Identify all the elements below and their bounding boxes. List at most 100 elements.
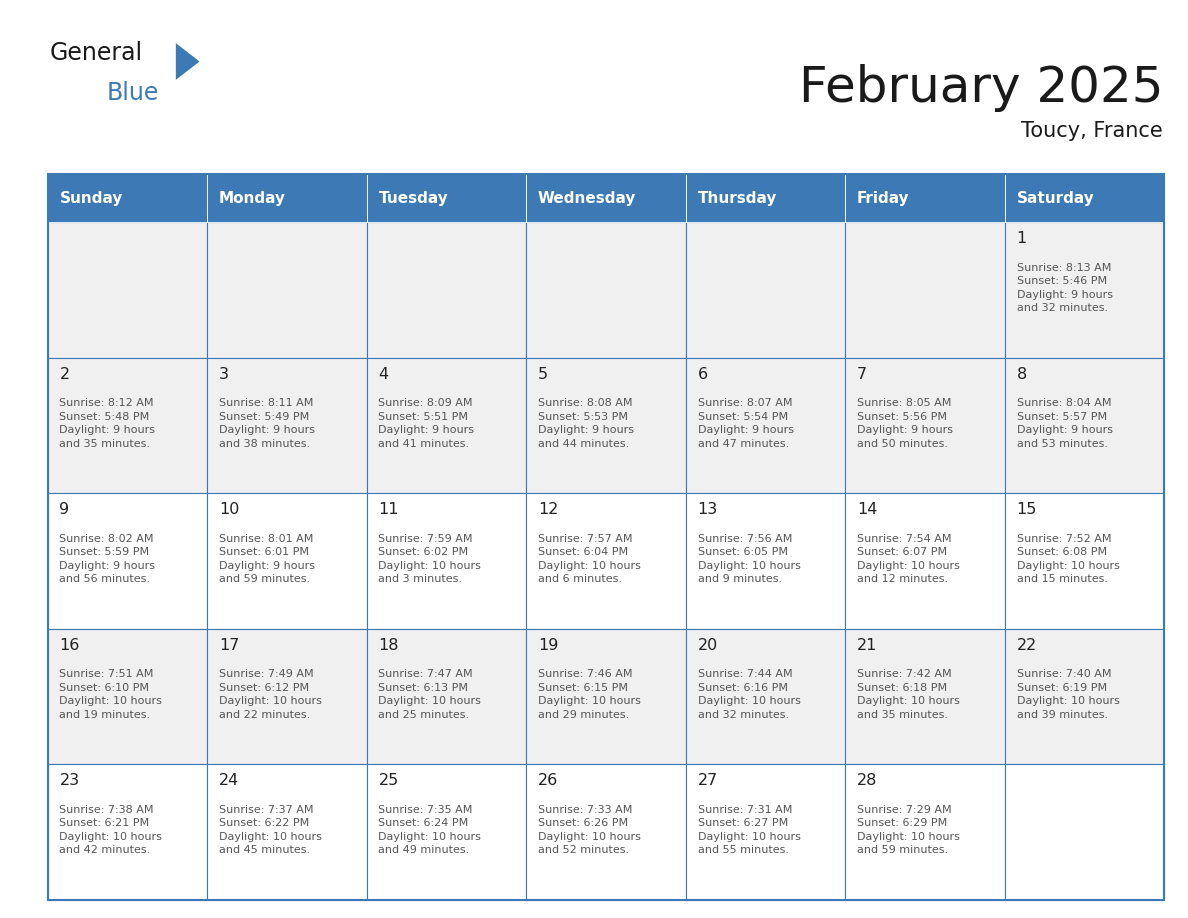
Bar [48, 174, 207, 222]
Text: 3: 3 [219, 367, 229, 382]
Text: Sunrise: 8:13 AM
Sunset: 5:46 PM
Daylight: 9 hours
and 32 minutes.: Sunrise: 8:13 AM Sunset: 5:46 PM Dayligh… [1017, 263, 1113, 313]
Bar [1005, 358, 1164, 493]
Text: February 2025: February 2025 [798, 64, 1163, 112]
Text: 1: 1 [1017, 231, 1026, 246]
Text: Sunrise: 7:33 AM
Sunset: 6:26 PM
Daylight: 10 hours
and 52 minutes.: Sunrise: 7:33 AM Sunset: 6:26 PM Dayligh… [538, 804, 640, 856]
Text: Sunrise: 7:29 AM
Sunset: 6:29 PM
Daylight: 10 hours
and 59 minutes.: Sunrise: 7:29 AM Sunset: 6:29 PM Dayligh… [857, 804, 960, 856]
Bar [367, 222, 526, 358]
Bar [367, 358, 526, 493]
Bar [367, 764, 526, 900]
Bar [845, 493, 1005, 629]
Text: Toucy, France: Toucy, France [1022, 121, 1163, 141]
Text: Sunrise: 7:59 AM
Sunset: 6:02 PM
Daylight: 10 hours
and 3 minutes.: Sunrise: 7:59 AM Sunset: 6:02 PM Dayligh… [379, 533, 481, 585]
Text: Sunrise: 8:12 AM
Sunset: 5:48 PM
Daylight: 9 hours
and 35 minutes.: Sunrise: 8:12 AM Sunset: 5:48 PM Dayligh… [59, 398, 156, 449]
Bar [845, 222, 1005, 358]
Text: Tuesday: Tuesday [379, 191, 448, 206]
Text: 25: 25 [379, 773, 399, 789]
Text: 12: 12 [538, 502, 558, 518]
Text: Sunrise: 8:05 AM
Sunset: 5:56 PM
Daylight: 9 hours
and 50 minutes.: Sunrise: 8:05 AM Sunset: 5:56 PM Dayligh… [857, 398, 953, 449]
Bar [845, 174, 1005, 222]
Text: Sunday: Sunday [59, 191, 122, 206]
Text: 11: 11 [379, 502, 399, 518]
Bar [48, 174, 1164, 900]
Text: Sunrise: 7:31 AM
Sunset: 6:27 PM
Daylight: 10 hours
and 55 minutes.: Sunrise: 7:31 AM Sunset: 6:27 PM Dayligh… [697, 804, 801, 856]
Bar [1005, 764, 1164, 900]
Text: Sunrise: 7:37 AM
Sunset: 6:22 PM
Daylight: 10 hours
and 45 minutes.: Sunrise: 7:37 AM Sunset: 6:22 PM Dayligh… [219, 804, 322, 856]
Bar [526, 629, 685, 764]
Text: 22: 22 [1017, 638, 1037, 653]
Bar [1005, 174, 1164, 222]
Text: 24: 24 [219, 773, 239, 789]
Bar [526, 174, 685, 222]
Text: 8: 8 [1017, 367, 1026, 382]
Text: 5: 5 [538, 367, 548, 382]
Bar [207, 629, 367, 764]
Text: Sunrise: 8:09 AM
Sunset: 5:51 PM
Daylight: 9 hours
and 41 minutes.: Sunrise: 8:09 AM Sunset: 5:51 PM Dayligh… [379, 398, 474, 449]
Bar [48, 222, 207, 358]
Text: 23: 23 [59, 773, 80, 789]
Bar [367, 174, 526, 222]
Text: 15: 15 [1017, 502, 1037, 518]
Bar [367, 629, 526, 764]
Bar [526, 493, 685, 629]
Bar [845, 629, 1005, 764]
Bar [367, 493, 526, 629]
Text: Sunrise: 8:04 AM
Sunset: 5:57 PM
Daylight: 9 hours
and 53 minutes.: Sunrise: 8:04 AM Sunset: 5:57 PM Dayligh… [1017, 398, 1113, 449]
Text: Blue: Blue [107, 81, 159, 105]
Text: 20: 20 [697, 638, 718, 653]
Bar [48, 629, 207, 764]
Bar [48, 358, 207, 493]
Bar [207, 358, 367, 493]
Text: 9: 9 [59, 502, 70, 518]
Bar [685, 174, 845, 222]
Bar [207, 174, 367, 222]
Text: Sunrise: 7:44 AM
Sunset: 6:16 PM
Daylight: 10 hours
and 32 minutes.: Sunrise: 7:44 AM Sunset: 6:16 PM Dayligh… [697, 669, 801, 720]
Text: Sunrise: 8:02 AM
Sunset: 5:59 PM
Daylight: 9 hours
and 56 minutes.: Sunrise: 8:02 AM Sunset: 5:59 PM Dayligh… [59, 533, 156, 585]
Text: 26: 26 [538, 773, 558, 789]
Text: 14: 14 [857, 502, 878, 518]
Text: Sunrise: 8:01 AM
Sunset: 6:01 PM
Daylight: 9 hours
and 59 minutes.: Sunrise: 8:01 AM Sunset: 6:01 PM Dayligh… [219, 533, 315, 585]
Text: Sunrise: 7:46 AM
Sunset: 6:15 PM
Daylight: 10 hours
and 29 minutes.: Sunrise: 7:46 AM Sunset: 6:15 PM Dayligh… [538, 669, 640, 720]
Bar [48, 764, 207, 900]
Text: Sunrise: 8:07 AM
Sunset: 5:54 PM
Daylight: 9 hours
and 47 minutes.: Sunrise: 8:07 AM Sunset: 5:54 PM Dayligh… [697, 398, 794, 449]
Bar [207, 764, 367, 900]
Text: Thursday: Thursday [697, 191, 777, 206]
Text: 19: 19 [538, 638, 558, 653]
Text: 27: 27 [697, 773, 718, 789]
Text: 17: 17 [219, 638, 239, 653]
Text: Wednesday: Wednesday [538, 191, 637, 206]
Text: 7: 7 [857, 367, 867, 382]
Text: Sunrise: 8:08 AM
Sunset: 5:53 PM
Daylight: 9 hours
and 44 minutes.: Sunrise: 8:08 AM Sunset: 5:53 PM Dayligh… [538, 398, 634, 449]
Bar [48, 493, 207, 629]
Text: Friday: Friday [857, 191, 910, 206]
Bar [1005, 222, 1164, 358]
Bar [526, 764, 685, 900]
Text: 16: 16 [59, 638, 80, 653]
Bar [685, 222, 845, 358]
Text: Sunrise: 7:42 AM
Sunset: 6:18 PM
Daylight: 10 hours
and 35 minutes.: Sunrise: 7:42 AM Sunset: 6:18 PM Dayligh… [857, 669, 960, 720]
Bar [207, 222, 367, 358]
Bar [845, 358, 1005, 493]
Text: 2: 2 [59, 367, 70, 382]
Text: General: General [50, 41, 143, 65]
Text: 21: 21 [857, 638, 878, 653]
Text: 4: 4 [379, 367, 388, 382]
Text: 18: 18 [379, 638, 399, 653]
Bar [207, 493, 367, 629]
Text: Sunrise: 8:11 AM
Sunset: 5:49 PM
Daylight: 9 hours
and 38 minutes.: Sunrise: 8:11 AM Sunset: 5:49 PM Dayligh… [219, 398, 315, 449]
Text: Sunrise: 7:57 AM
Sunset: 6:04 PM
Daylight: 10 hours
and 6 minutes.: Sunrise: 7:57 AM Sunset: 6:04 PM Dayligh… [538, 533, 640, 585]
Text: 10: 10 [219, 502, 239, 518]
Text: Sunrise: 7:47 AM
Sunset: 6:13 PM
Daylight: 10 hours
and 25 minutes.: Sunrise: 7:47 AM Sunset: 6:13 PM Dayligh… [379, 669, 481, 720]
Text: Sunrise: 7:54 AM
Sunset: 6:07 PM
Daylight: 10 hours
and 12 minutes.: Sunrise: 7:54 AM Sunset: 6:07 PM Dayligh… [857, 533, 960, 585]
Bar [685, 358, 845, 493]
Bar [526, 358, 685, 493]
Text: 28: 28 [857, 773, 878, 789]
Bar [685, 764, 845, 900]
Text: Sunrise: 7:35 AM
Sunset: 6:24 PM
Daylight: 10 hours
and 49 minutes.: Sunrise: 7:35 AM Sunset: 6:24 PM Dayligh… [379, 804, 481, 856]
Text: Sunrise: 7:40 AM
Sunset: 6:19 PM
Daylight: 10 hours
and 39 minutes.: Sunrise: 7:40 AM Sunset: 6:19 PM Dayligh… [1017, 669, 1119, 720]
Text: Sunrise: 7:38 AM
Sunset: 6:21 PM
Daylight: 10 hours
and 42 minutes.: Sunrise: 7:38 AM Sunset: 6:21 PM Dayligh… [59, 804, 163, 856]
Text: Saturday: Saturday [1017, 191, 1094, 206]
Text: Sunrise: 7:52 AM
Sunset: 6:08 PM
Daylight: 10 hours
and 15 minutes.: Sunrise: 7:52 AM Sunset: 6:08 PM Dayligh… [1017, 533, 1119, 585]
Text: Sunrise: 7:49 AM
Sunset: 6:12 PM
Daylight: 10 hours
and 22 minutes.: Sunrise: 7:49 AM Sunset: 6:12 PM Dayligh… [219, 669, 322, 720]
Bar [685, 629, 845, 764]
